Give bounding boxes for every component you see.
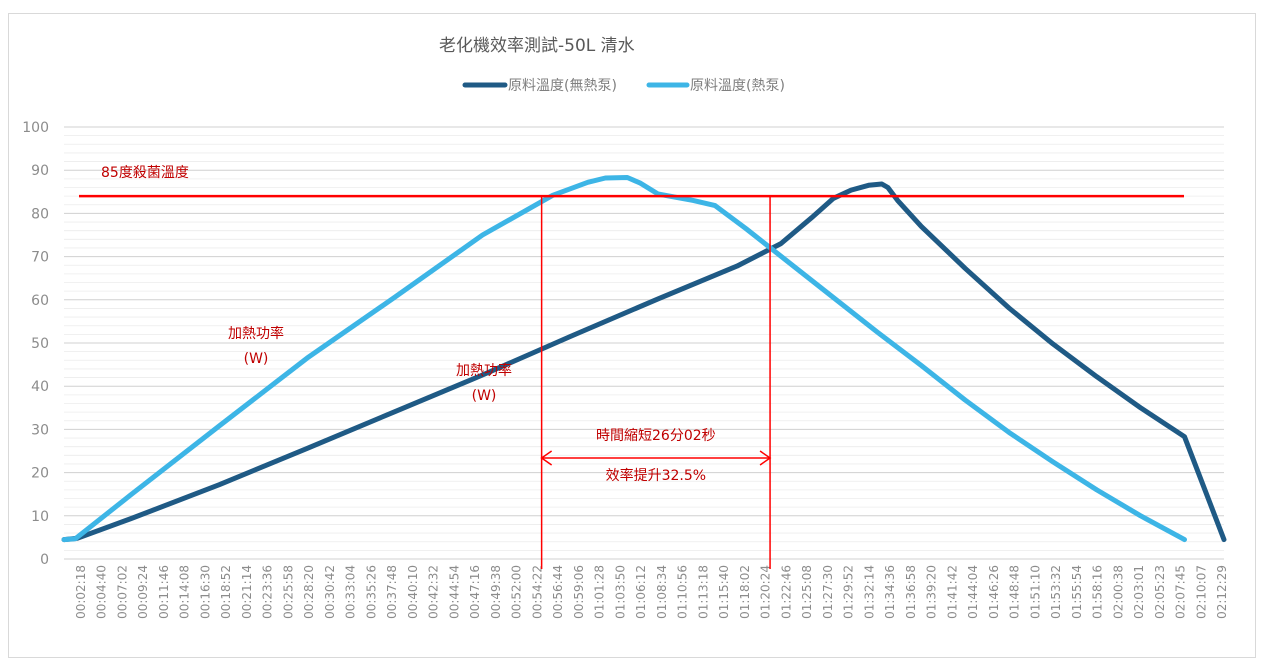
- x-tick-label: 01:03:50: [613, 565, 627, 619]
- y-tick-label: 100: [22, 120, 49, 136]
- x-tick-label: 00:40:10: [406, 565, 420, 619]
- x-tick-label: 01:06:12: [634, 565, 648, 619]
- x-tick-label: 01:41:42: [945, 565, 959, 619]
- x-tick-label: 01:13:18: [696, 565, 710, 619]
- x-tick-label: 00:16:30: [198, 565, 212, 619]
- legend-label-series-2: 原料溫度(熱泵): [690, 78, 785, 94]
- x-tick-label: 00:52:00: [510, 565, 524, 619]
- x-tick-label: 01:32:14: [862, 565, 876, 619]
- x-tick-label: 01:22:46: [779, 565, 793, 619]
- x-tick-label: 00:42:32: [427, 565, 441, 619]
- y-tick-label: 80: [31, 206, 49, 222]
- x-tick-label: 01:18:02: [738, 565, 752, 619]
- x-tick-label: 00:30:42: [323, 565, 337, 619]
- x-tick-label: 00:56:44: [551, 565, 565, 619]
- x-tick-label: 00:09:24: [136, 565, 150, 619]
- x-tick-label: 01:01:28: [593, 565, 607, 619]
- x-tick-label: 01:36:58: [904, 565, 918, 619]
- x-tick-label: 00:49:38: [489, 565, 503, 619]
- x-tick-label: 01:46:26: [987, 565, 1001, 619]
- x-tick-label: 00:18:52: [219, 565, 233, 619]
- x-tick-label: 02:12:29: [1215, 565, 1229, 619]
- x-tick-label: 00:54:22: [530, 565, 544, 619]
- x-tick-label: 00:04:40: [95, 565, 109, 619]
- arrow-head-left: [540, 450, 553, 466]
- x-tick-label: 00:23:36: [261, 565, 275, 619]
- x-tick-label: 01:29:52: [842, 565, 856, 619]
- time-saved-label: 時間縮短26分02秒: [596, 428, 716, 444]
- x-tick-label: 00:11:46: [157, 565, 171, 619]
- efficiency-label: 效率提升32.5%: [606, 467, 706, 484]
- chart-title: 老化機效率測試-50L 清水: [439, 36, 635, 56]
- x-tick-label: 01:51:10: [1028, 565, 1042, 619]
- x-tick-label: 00:14:08: [178, 565, 192, 619]
- arrow-head-right: [759, 450, 772, 466]
- power-label-left: 加熱功率: [228, 325, 284, 342]
- series-line-1: [61, 181, 1227, 543]
- chart-frame: 老化機效率測試-50L 清水 原料溫度(無熱泵) 原料溫度(熱泵) 0 10 20 3…: [8, 13, 1256, 658]
- x-tick-label: 00:37:48: [385, 565, 399, 619]
- x-tick-label: 01:20:24: [759, 565, 773, 619]
- x-tick-label: 02:10:07: [1194, 565, 1208, 619]
- x-tick-label: 02:05:23: [1153, 565, 1167, 619]
- x-tick-label: 01:53:32: [1049, 565, 1063, 619]
- x-tick-label: 01:10:56: [676, 565, 690, 619]
- x-axis: 00:02:18 00:04:40 00:07:02 00:09:24 00:11:46…: [74, 565, 1229, 619]
- x-tick-label: 01:58:16: [1091, 565, 1105, 619]
- x-tick-label: 02:07:45: [1174, 565, 1188, 619]
- y-tick-label: 20: [31, 466, 49, 482]
- threshold-label: 85度殺菌溫度: [101, 165, 189, 181]
- x-tick-label: 01:55:54: [1070, 565, 1084, 619]
- x-tick-label: 00:47:16: [468, 565, 482, 619]
- x-tick-label: 00:59:06: [572, 565, 586, 619]
- x-tick-label: 01:39:20: [925, 565, 939, 619]
- series-line-2: [61, 175, 1187, 543]
- y-tick-label: 40: [31, 379, 49, 395]
- line-chart: 老化機效率測試-50L 清水 原料溫度(無熱泵) 原料溫度(熱泵) 0 10 20 3…: [22, 36, 1229, 619]
- x-tick-label: 01:27:30: [821, 565, 835, 619]
- x-tick-label: 01:48:48: [1008, 565, 1022, 619]
- x-tick-label: 01:44:04: [966, 565, 980, 619]
- x-tick-label: 00:28:20: [302, 565, 316, 619]
- legend: 原料溫度(無熱泵) 原料溫度(熱泵): [462, 78, 785, 94]
- y-tick-label: 30: [31, 422, 49, 438]
- x-tick-label: 00:25:58: [281, 565, 295, 619]
- x-tick-label: 00:02:18: [74, 565, 88, 619]
- x-tick-label: 00:35:26: [364, 565, 378, 619]
- y-tick-label: 90: [31, 163, 49, 179]
- y-axis: 0 10 20 30 40 50 60 70 80 90 100: [22, 120, 49, 568]
- x-tick-label: 02:03:01: [1132, 565, 1146, 619]
- x-tick-label: 00:07:02: [115, 565, 129, 619]
- annotations: 85度殺菌溫度 加熱功率 (W) 加熱功率 (W) 時間縮短26分02秒 效率提…: [79, 165, 1184, 569]
- power-unit-left: (W): [244, 351, 269, 367]
- power-unit-mid: (W): [472, 388, 497, 404]
- x-tick-label: 01:15:40: [717, 565, 731, 619]
- x-tick-label: 00:33:04: [344, 565, 358, 619]
- x-tick-label: 01:34:36: [883, 565, 897, 619]
- y-tick-label: 50: [31, 336, 49, 352]
- gridlines: [64, 126, 1224, 560]
- x-tick-label: 02:00:38: [1111, 565, 1125, 619]
- x-tick-label: 01:08:34: [655, 565, 669, 619]
- x-tick-label: 00:21:14: [240, 565, 254, 619]
- y-tick-label: 60: [31, 293, 49, 309]
- x-tick-label: 01:25:08: [800, 565, 814, 619]
- legend-label-series-1: 原料溫度(無熱泵): [508, 78, 617, 94]
- y-tick-label: 0: [40, 552, 49, 568]
- series-lines: [61, 175, 1227, 543]
- x-tick-label: 00:44:54: [447, 565, 461, 619]
- power-label-mid: 加熱功率: [456, 362, 512, 379]
- y-tick-label: 10: [31, 509, 49, 525]
- y-tick-label: 70: [31, 250, 49, 266]
